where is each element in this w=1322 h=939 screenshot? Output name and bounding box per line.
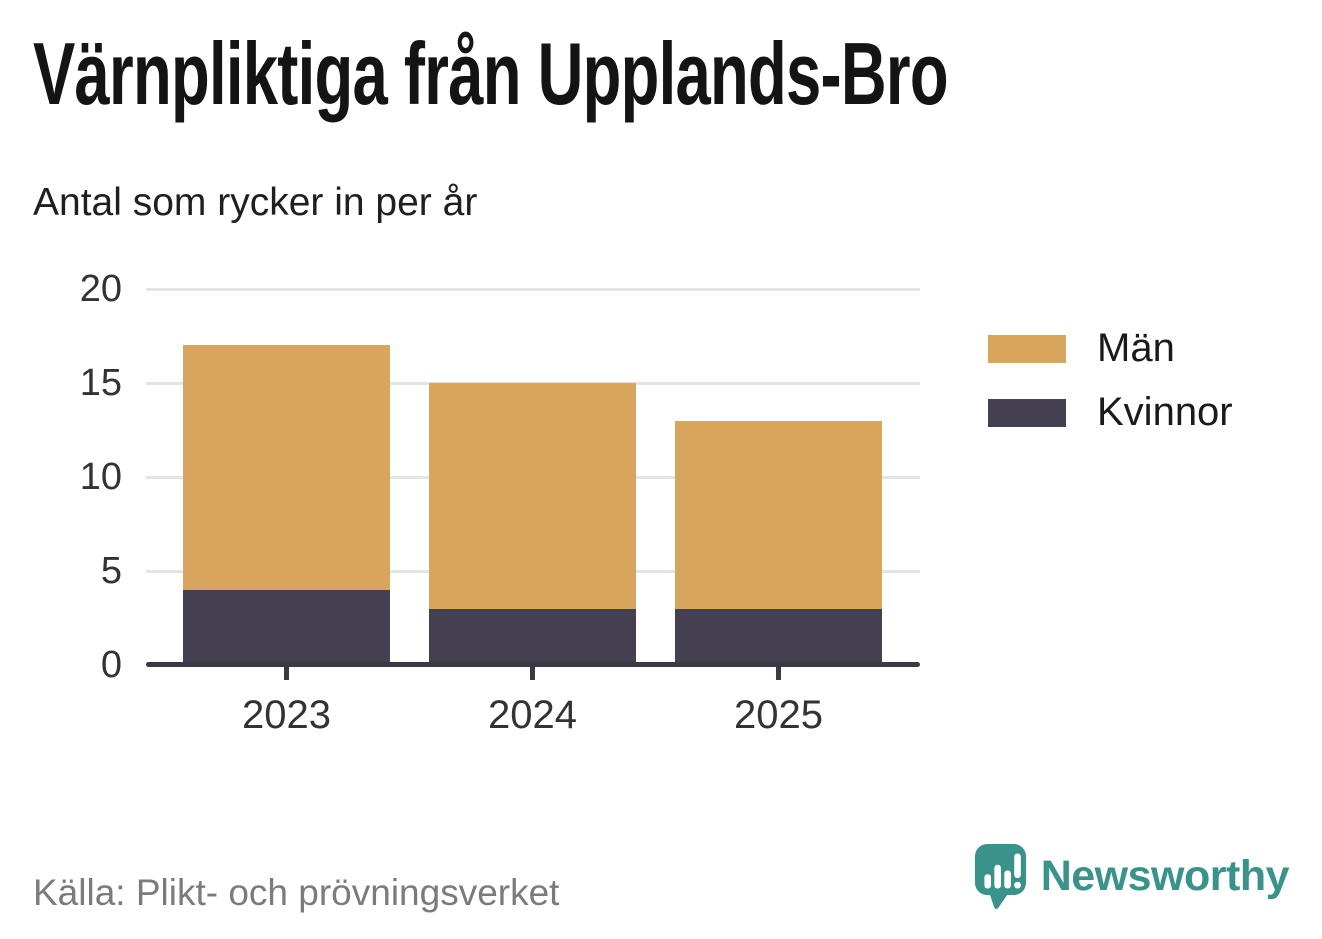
x-axis-tick-label: 2025 bbox=[734, 693, 823, 737]
x-axis-tick-label: 2023 bbox=[242, 693, 331, 737]
x-axis-tick-label: 2024 bbox=[488, 693, 577, 737]
y-axis-tick-label: 10 bbox=[79, 456, 122, 498]
chart-title: Värnpliktiga från Upplands-Bro bbox=[33, 24, 949, 123]
newsworthy-logo: Newsworthy bbox=[974, 843, 1290, 915]
x-axis-line bbox=[146, 662, 920, 667]
legend: Män Kvinnor bbox=[988, 326, 1233, 454]
legend-item-kvinnor: Kvinnor bbox=[988, 390, 1233, 435]
bar-segment-män-2024 bbox=[429, 383, 636, 609]
y-axis-tick-label: 5 bbox=[100, 550, 122, 592]
bar-segment-kvinnor-2023 bbox=[183, 589, 390, 665]
y-axis-tick-label: 15 bbox=[79, 362, 122, 404]
legend-label: Män bbox=[1097, 326, 1175, 370]
x-axis-tick bbox=[776, 667, 781, 680]
legend-label: Kvinnor bbox=[1097, 390, 1233, 434]
gridline-20 bbox=[146, 288, 920, 291]
bar-segment-kvinnor-2024 bbox=[429, 608, 636, 665]
bar-segment-kvinnor-2025 bbox=[675, 608, 882, 665]
y-axis-tick-label: 20 bbox=[79, 268, 122, 310]
newsworthy-wordmark: Newsworthy bbox=[1040, 852, 1290, 900]
x-axis-tick bbox=[284, 667, 289, 680]
y-axis-tick-label: 0 bbox=[100, 644, 122, 686]
chart-subtitle: Antal som rycker in per år bbox=[33, 181, 478, 224]
source-note: Källa: Plikt- och prövningsverket bbox=[33, 872, 560, 913]
x-axis-tick bbox=[530, 667, 535, 680]
legend-swatch-män bbox=[988, 334, 1066, 363]
newsworthy-logo-icon bbox=[974, 843, 1026, 910]
bar-segment-män-2025 bbox=[675, 420, 882, 609]
legend-swatch-kvinnor bbox=[988, 398, 1066, 427]
bar-segment-män-2023 bbox=[183, 345, 390, 590]
legend-item-män: Män bbox=[988, 326, 1233, 371]
